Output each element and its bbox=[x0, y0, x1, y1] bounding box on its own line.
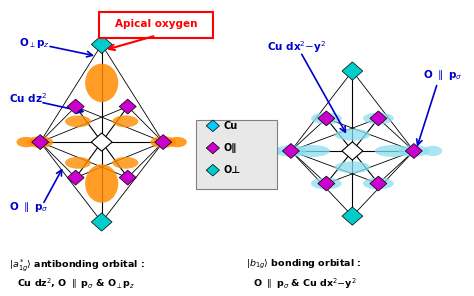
Polygon shape bbox=[67, 99, 84, 114]
Polygon shape bbox=[119, 99, 136, 114]
Ellipse shape bbox=[275, 145, 306, 157]
Polygon shape bbox=[155, 135, 172, 149]
Polygon shape bbox=[206, 120, 219, 132]
Polygon shape bbox=[91, 35, 112, 54]
Ellipse shape bbox=[423, 146, 442, 156]
Ellipse shape bbox=[17, 137, 36, 147]
Ellipse shape bbox=[65, 115, 91, 127]
Polygon shape bbox=[119, 170, 136, 185]
Text: O∥: O∥ bbox=[224, 143, 237, 153]
Text: O⊥: O⊥ bbox=[224, 165, 241, 175]
Polygon shape bbox=[91, 213, 112, 231]
Ellipse shape bbox=[112, 115, 138, 127]
Ellipse shape bbox=[335, 161, 370, 173]
Text: O $\parallel$ p$_\sigma$: O $\parallel$ p$_\sigma$ bbox=[9, 200, 48, 214]
Ellipse shape bbox=[168, 137, 187, 147]
Text: O$_\perp$p$_z$: O$_\perp$p$_z$ bbox=[19, 36, 49, 50]
Polygon shape bbox=[405, 144, 422, 158]
Text: O $\parallel$ p$_\sigma$: O $\parallel$ p$_\sigma$ bbox=[423, 68, 463, 83]
Ellipse shape bbox=[311, 112, 342, 124]
FancyBboxPatch shape bbox=[100, 12, 213, 38]
Text: O $\parallel$ p$_\sigma$ & Cu dx$^2$$-$y$^2$: O $\parallel$ p$_\sigma$ & Cu dx$^2$$-$y… bbox=[253, 277, 357, 291]
Ellipse shape bbox=[375, 145, 410, 157]
Ellipse shape bbox=[150, 136, 176, 148]
Ellipse shape bbox=[335, 129, 370, 141]
Polygon shape bbox=[206, 164, 219, 176]
Polygon shape bbox=[318, 176, 335, 191]
Text: Cu dz$^2$, O $\parallel$ p$_\sigma$ & O$_\perp$p$_z$: Cu dz$^2$, O $\parallel$ p$_\sigma$ & O$… bbox=[17, 277, 135, 291]
Ellipse shape bbox=[263, 146, 282, 156]
Ellipse shape bbox=[27, 136, 53, 148]
Polygon shape bbox=[342, 142, 363, 160]
Ellipse shape bbox=[363, 178, 394, 189]
Text: $|a^*_{1g}\rangle$ antibonding orbital :: $|a^*_{1g}\rangle$ antibonding orbital : bbox=[9, 258, 146, 273]
FancyBboxPatch shape bbox=[196, 120, 277, 189]
Polygon shape bbox=[283, 144, 300, 158]
Ellipse shape bbox=[399, 145, 429, 157]
Ellipse shape bbox=[112, 157, 138, 169]
Polygon shape bbox=[370, 176, 387, 191]
Ellipse shape bbox=[85, 64, 118, 102]
Polygon shape bbox=[206, 142, 219, 154]
Polygon shape bbox=[318, 111, 335, 126]
Text: Cu: Cu bbox=[224, 121, 238, 131]
Polygon shape bbox=[342, 207, 363, 225]
Polygon shape bbox=[342, 62, 363, 80]
Ellipse shape bbox=[294, 145, 330, 157]
Text: Cu dx$^2$$-$y$^2$: Cu dx$^2$$-$y$^2$ bbox=[267, 39, 327, 55]
Polygon shape bbox=[91, 133, 112, 151]
Polygon shape bbox=[370, 111, 387, 126]
Polygon shape bbox=[67, 170, 84, 185]
Ellipse shape bbox=[311, 178, 342, 189]
Ellipse shape bbox=[85, 164, 118, 203]
Text: Cu dz$^2$: Cu dz$^2$ bbox=[9, 91, 47, 104]
Ellipse shape bbox=[65, 157, 91, 169]
Text: $|b_{1g}\rangle$ bonding orbital :: $|b_{1g}\rangle$ bonding orbital : bbox=[246, 258, 362, 271]
Text: Apical oxygen: Apical oxygen bbox=[115, 19, 197, 29]
Polygon shape bbox=[32, 135, 49, 149]
Ellipse shape bbox=[363, 112, 394, 124]
